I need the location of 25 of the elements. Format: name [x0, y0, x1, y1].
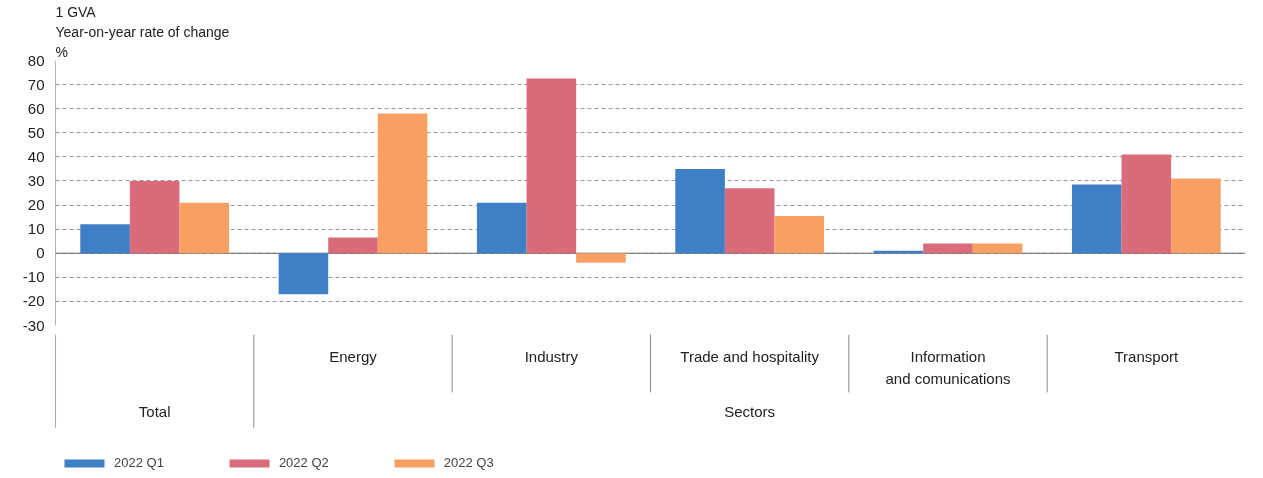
y-tick-label: 40	[27, 147, 45, 165]
chart-subtitle: Year-on-year rate of change	[55, 23, 230, 40]
y-tick-label: 30	[27, 171, 45, 189]
y-tick-label: 50	[27, 123, 45, 141]
text: Total	[138, 403, 171, 421]
x-tick-label: Transport	[1114, 347, 1179, 365]
y-tick-label: 80	[27, 51, 45, 69]
x-tick-label: Information and comunications	[885, 347, 1011, 387]
x-tick-label: Energy	[329, 347, 378, 365]
y-tick-label: -20	[22, 292, 45, 310]
y-tick-label: 70	[27, 75, 45, 93]
chart-title: 1 GVA	[55, 3, 97, 20]
y-tick-label: 60	[27, 99, 45, 117]
y-tick-label: -30	[22, 316, 45, 334]
y-axis-title: %	[55, 43, 68, 60]
legend-label: 2022 Q1	[114, 455, 164, 470]
y-tick-label: -10	[22, 268, 45, 286]
legend-label: 2022 Q2	[278, 455, 329, 470]
y-tick-label: 10	[27, 220, 45, 238]
x-tick-label: Industry	[524, 347, 579, 365]
x-tick-label: Trade and hospitality	[680, 347, 820, 365]
text: Sectors	[724, 403, 776, 421]
legend-label: 2022 Q3	[443, 455, 494, 470]
y-tick-label: 0	[36, 244, 45, 262]
y-tick-label: 20	[27, 196, 45, 214]
